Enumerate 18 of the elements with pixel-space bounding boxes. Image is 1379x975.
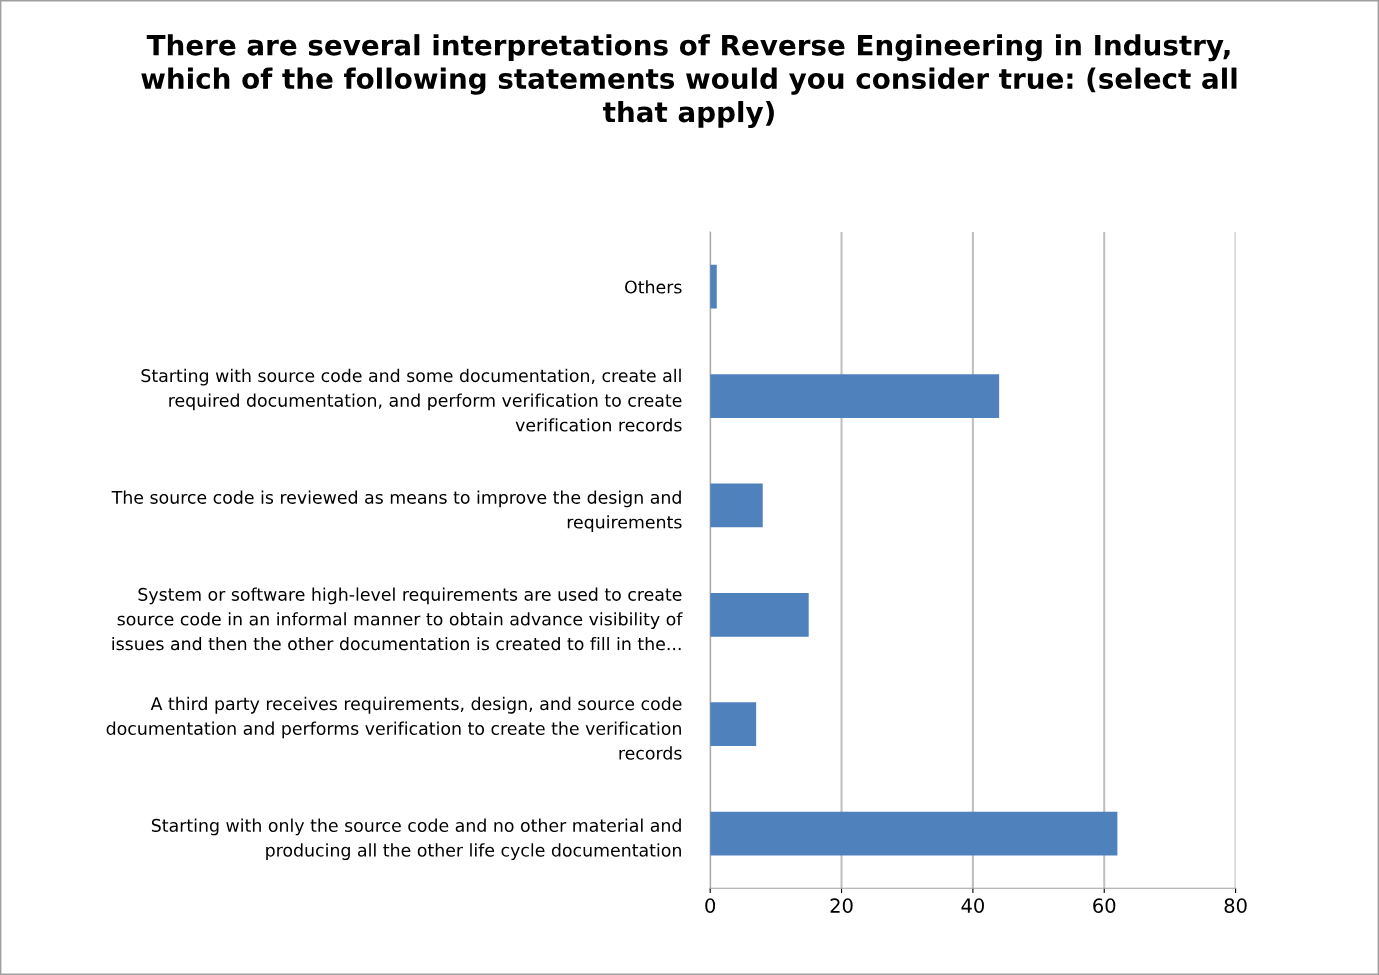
x-tick-label: 20	[830, 898, 853, 913]
y-tick-label: A third party receives requirements, design, and source code documentation and performs verification to create the verification records	[106, 696, 682, 760]
bar	[710, 811, 1118, 856]
y-tick-label: The source code is reviewed as means to improve the design and requirements	[111, 490, 682, 532]
bar	[710, 702, 757, 747]
y-tick-label: Others	[625, 280, 682, 294]
y-tick-label: Starting with source code and some documentation, create all required documentation, and perform verification to create verification records	[141, 368, 682, 432]
y-tick-label: Starting with only the source code and no other material and producing all the other life cycle documentation	[151, 818, 681, 861]
y-tick-label: System or software high-level requirements are used to create source code in an informal manner to obtain advance visibility of issues and then the other documentation is created to fill in the...	[112, 587, 683, 651]
x-tick-label: 60	[1093, 898, 1116, 913]
bar	[710, 374, 1000, 418]
bar	[710, 264, 717, 309]
chart-title: There are several interpretations of Reverse Engineering in Industry, which of the following statements would you consider true: (select all that apply)	[141, 34, 1237, 129]
x-tick-label: 0	[705, 898, 716, 913]
bar	[710, 592, 809, 637]
x-tick-label: 80	[1224, 898, 1247, 913]
x-tick-label: 40	[961, 898, 984, 913]
bar	[710, 483, 763, 528]
